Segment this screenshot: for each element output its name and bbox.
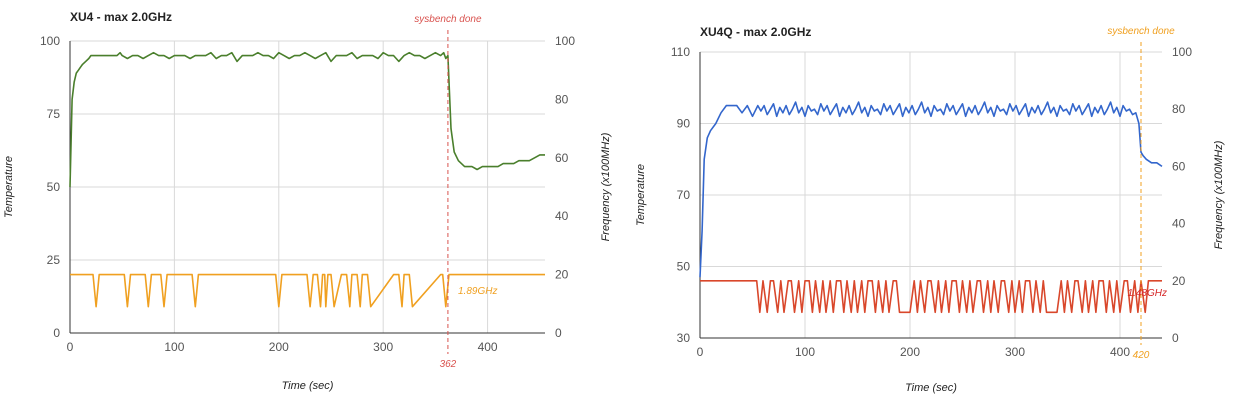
xu4q-marker-label: sysbench done	[1107, 26, 1175, 37]
xu4-freq-label: 1.89GHz	[458, 286, 497, 297]
xu4q-y2tick-label: 100	[1172, 45, 1192, 59]
xu4q-xtick-label: 400	[1110, 345, 1130, 359]
xu4-ytick-label: 100	[40, 34, 60, 48]
xu4q-y2label: Frequency (x100MHz)	[1213, 140, 1225, 249]
xu4-ytick-label: 25	[47, 253, 61, 267]
xu4q-frequency-line	[700, 279, 1162, 314]
xu4-ytick-label: 0	[53, 326, 60, 340]
xu4-marker-value: 362	[440, 359, 457, 370]
xu4q-ytick-label: 30	[677, 331, 691, 345]
xu4-y2tick-label: 60	[555, 151, 569, 165]
xu4q-ylabel: Temperature	[635, 164, 647, 226]
xu4q-y2tick-label: 60	[1172, 159, 1186, 173]
xu4-ylabel: Temperature	[3, 156, 15, 218]
xu4q-xlabel: Time (sec)	[905, 382, 957, 394]
xu4q-ytick-label: 90	[677, 117, 691, 131]
xu4q-y2tick-label: 40	[1172, 217, 1186, 231]
xu4q-freq-label: 1.48GHz	[1128, 288, 1167, 299]
xu4-y2label: Frequency (x100MHz)	[600, 132, 612, 241]
xu4-xtick-label: 100	[164, 340, 184, 354]
xu4-marker-label: sysbench done	[414, 14, 482, 25]
xu4-temperature-line	[69, 51, 545, 188]
chart-xu4: 0 25 50 75 100 0 20 40 60 80 100 0 100 200 300 400 XU4 -…	[0, 0, 617, 402]
xu4-title: XU4 - max 2.0GHz	[70, 10, 172, 24]
xu4q-title: XU4Q - max 2.0GHz	[700, 25, 811, 39]
xu4-ytick-label: 75	[47, 107, 61, 121]
xu4-xtick-label: 200	[269, 340, 289, 354]
xu4-frequency-line	[70, 273, 545, 308]
xu4q-xtick-label: 100	[795, 345, 815, 359]
xu4q-xtick-label: 0	[697, 345, 704, 359]
xu4-y2tick-label: 80	[555, 92, 569, 106]
xu4q-y2tick-label: 20	[1172, 274, 1186, 288]
xu4q-y2tick-label: 80	[1172, 102, 1186, 116]
xu4-xtick-label: 0	[67, 340, 74, 354]
chart-xu4-svg: 0 25 50 75 100 0 20 40 60 80 100 0 100 200 300 400 XU4 -…	[3, 10, 612, 392]
xu4-y2tick-label: 0	[555, 326, 562, 340]
xu4-y2tick-label: 100	[555, 34, 575, 48]
xu4-y2tick-label: 40	[555, 209, 569, 223]
xu4-xtick-label: 300	[373, 340, 393, 354]
xu4-xtick-label: 400	[478, 340, 498, 354]
chart-xu4q: 30 50 70 90 110 0 20 40 60 80 100 0 100 200 300 400 XU4Q…	[617, 0, 1234, 402]
xu4q-xtick-label: 300	[1005, 345, 1025, 359]
xu4-y2tick-label: 20	[555, 268, 569, 282]
xu4q-y2tick-label: 0	[1172, 331, 1179, 345]
xu4q-temperature-line	[699, 101, 1163, 278]
xu4q-xtick-label: 200	[900, 345, 920, 359]
xu4q-ytick-label: 70	[677, 188, 691, 202]
xu4q-marker-value: 420	[1133, 350, 1150, 361]
xu4q-ytick-label: 110	[671, 45, 690, 59]
xu4q-ytick-label: 50	[677, 260, 691, 274]
xu4-xlabel: Time (sec)	[282, 380, 334, 392]
chart-xu4q-svg: 30 50 70 90 110 0 20 40 60 80 100 0 100 200 300 400 XU4Q…	[635, 25, 1225, 394]
xu4-ytick-label: 50	[47, 180, 61, 194]
